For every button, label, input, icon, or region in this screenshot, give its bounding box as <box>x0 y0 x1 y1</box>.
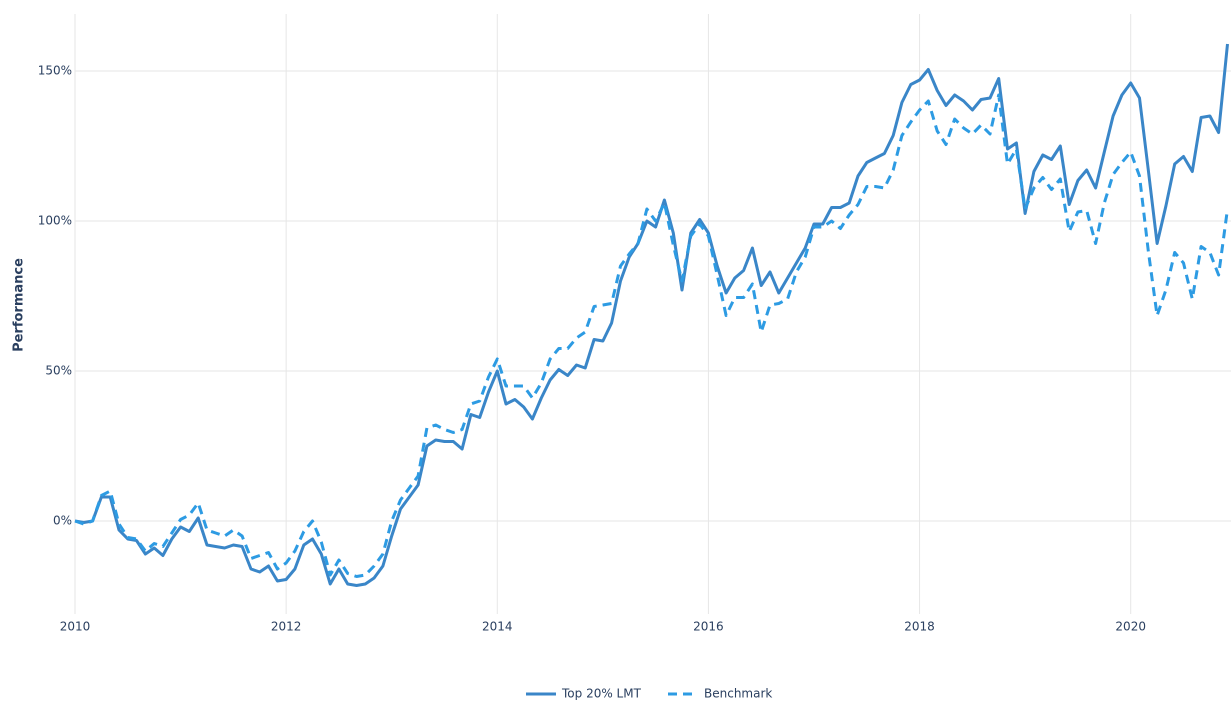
y-tick-label: 150% <box>38 64 72 78</box>
x-tick-label: 2014 <box>482 620 513 634</box>
x-tick-label: 2016 <box>693 620 724 634</box>
y-tick-label: 100% <box>38 214 72 228</box>
y-axis-label: Performance <box>12 258 27 352</box>
line-series <box>74 93 1229 578</box>
line-series <box>74 43 1229 587</box>
x-tick-label: 2010 <box>60 620 91 634</box>
x-tick-label: 2012 <box>271 620 302 634</box>
y-tick-label: 0% <box>53 514 72 528</box>
x-tick-label: 2018 <box>904 620 935 634</box>
legend-label: Benchmark <box>704 687 772 701</box>
x-tick-label: 2020 <box>1115 620 1146 634</box>
y-tick-label: 50% <box>45 364 72 378</box>
legend-label: Top 20% LMT <box>561 687 642 701</box>
